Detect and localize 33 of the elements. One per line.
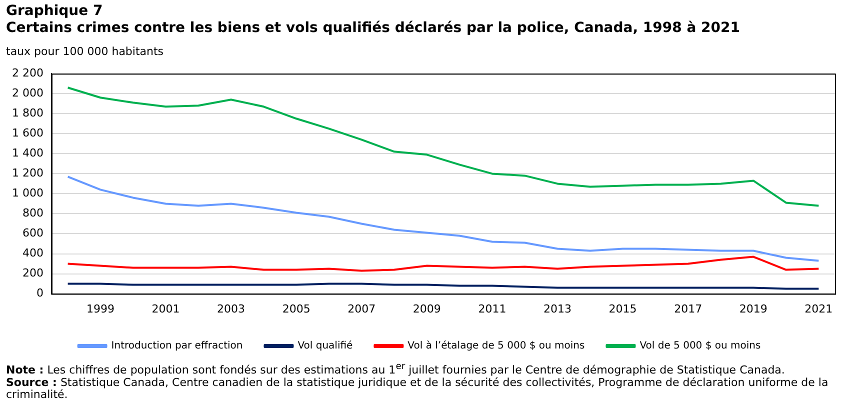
text: Note : Les chiffres de population sont fondés sur des estimations au 1$^{er}$ juillet fournies par le Centre de démographie de Statistique Canada. [6,361,786,377]
y-tick-label: 2 200 [12,66,44,80]
y-tick-label: 1 800 [12,106,44,120]
y-tick-label: 800 [22,206,44,220]
y-tick-label: 1 000 [12,186,44,200]
x-tick-label: 2019 [739,302,768,316]
x-tick-label: 2007 [348,302,376,316]
y-axis-title: taux pour 100 000 habitants [5,44,165,59]
chart-subtitle: Certains crimes contre les biens et vols qualifiés déclarés par la police, Canada, 1998 à 2021 [6,20,742,37]
chart-title: Graphique 7 [6,3,104,20]
x-tick-label: 1999 [86,302,114,316]
y-tick-label: 1 400 [12,146,44,160]
y-tick-label: 1 200 [12,166,44,180]
y-tick-label: 0 [36,286,44,300]
x-tick-label: 2015 [608,302,637,316]
y-tick-label: 400 [22,246,44,260]
y-tick-label: 600 [22,226,44,240]
x-tick-label: 2017 [674,302,702,316]
legend-label: Vol à l’étalage de 5 000 $ ou moins [408,340,585,352]
x-tick-label: 2013 [544,302,572,316]
y-tick-label: 200 [22,266,44,280]
y-tick-label: 1 600 [12,126,44,140]
legend-label: Vol de 5 000 $ ou moins [640,340,761,352]
x-tick-label: 2009 [412,302,441,316]
legend-label: Vol qualifié [298,340,353,352]
x-tick-label: 2011 [478,302,506,316]
y-tick-label: 2 000 [12,86,44,100]
x-tick-label: 2001 [152,302,180,316]
x-tick-label: 2021 [804,302,833,316]
x-tick-label: 2005 [282,302,310,316]
legend-label: Introduction par effraction [111,340,243,352]
x-tick-label: 2003 [217,302,246,316]
source-note: Source : Statistique Canada, Centre canadien de la statistique juridique et de la sécurité des collectivités, Programme de déclaration uniforme de la criminalité. [6,376,830,401]
